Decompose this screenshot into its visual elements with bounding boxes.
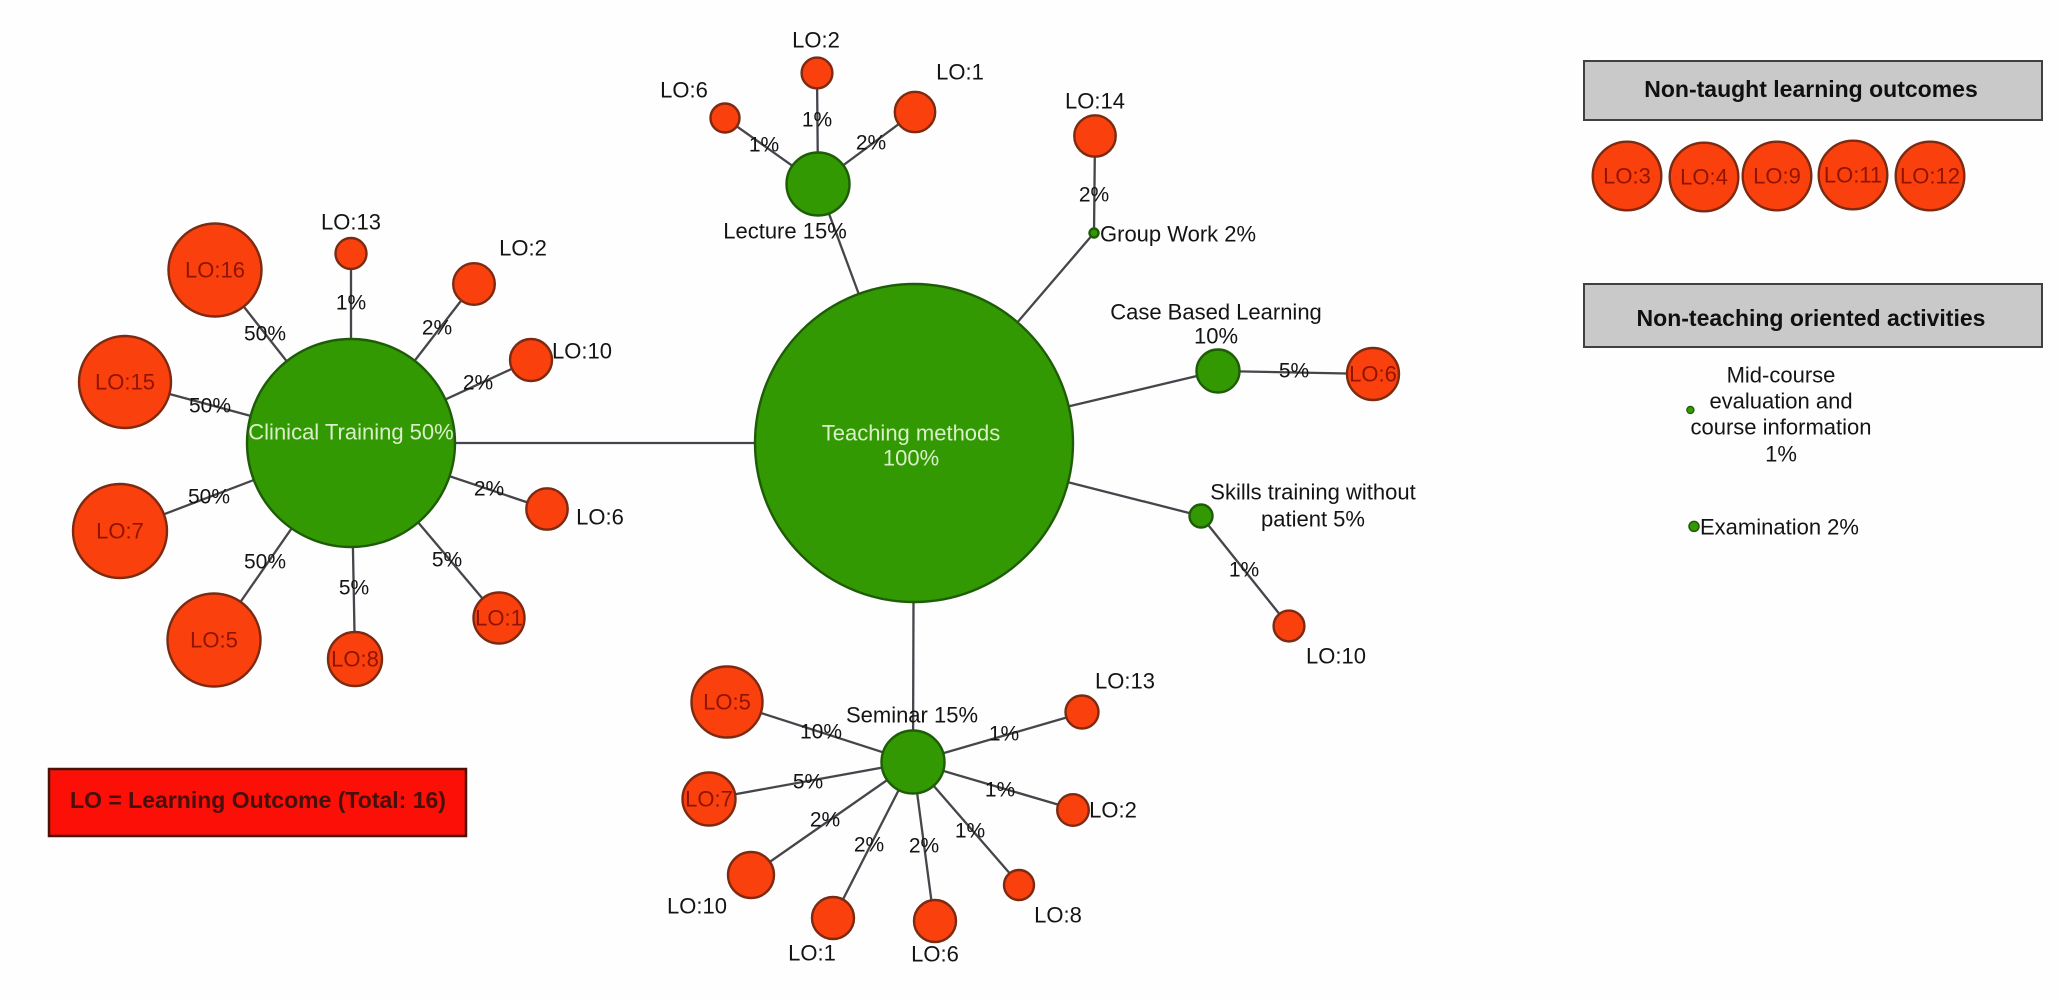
svg-text:Non-taught learning outcomes: Non-taught learning outcomes — [1644, 76, 1978, 102]
svg-text:LO:6: LO:6 — [660, 78, 708, 103]
svg-text:LO:4: LO:4 — [1680, 165, 1728, 190]
svg-text:50%: 50% — [189, 395, 231, 418]
svg-text:LO:14: LO:14 — [1065, 89, 1125, 114]
svg-text:1%: 1% — [1765, 442, 1797, 467]
svg-text:1%: 1% — [1229, 559, 1259, 582]
svg-text:1%: 1% — [749, 134, 779, 157]
svg-text:LO:2: LO:2 — [1089, 798, 1137, 823]
svg-text:Group Work 2%: Group Work 2% — [1100, 222, 1256, 247]
svg-text:LO:6: LO:6 — [1349, 362, 1397, 387]
svg-text:LO:7: LO:7 — [96, 519, 144, 544]
svg-text:LO:13: LO:13 — [1095, 669, 1155, 694]
svg-text:Teaching methods: Teaching methods — [822, 421, 1001, 446]
svg-text:2%: 2% — [422, 317, 452, 340]
svg-text:5%: 5% — [793, 771, 823, 794]
svg-text:LO:3: LO:3 — [1603, 164, 1651, 189]
svg-text:course information: course information — [1691, 415, 1872, 440]
svg-text:50%: 50% — [244, 551, 286, 574]
svg-text:Examination 2%: Examination 2% — [1700, 515, 1859, 540]
svg-text:Case Based Learning: Case Based Learning — [1110, 300, 1322, 325]
svg-text:LO:2: LO:2 — [499, 236, 547, 261]
svg-text:LO:6: LO:6 — [576, 505, 624, 530]
svg-text:LO:10: LO:10 — [1306, 644, 1366, 669]
svg-text:LO:13: LO:13 — [321, 210, 381, 235]
svg-text:LO:16: LO:16 — [185, 258, 245, 283]
svg-text:2%: 2% — [474, 478, 504, 501]
svg-text:10%: 10% — [800, 721, 842, 744]
svg-text:LO:6: LO:6 — [911, 942, 959, 967]
svg-text:LO:9: LO:9 — [1753, 164, 1801, 189]
svg-text:LO:11: LO:11 — [1824, 163, 1882, 188]
svg-text:LO:12: LO:12 — [1900, 164, 1960, 189]
svg-text:2%: 2% — [909, 835, 939, 858]
svg-text:10%: 10% — [1194, 324, 1238, 349]
svg-text:1%: 1% — [985, 779, 1015, 802]
svg-text:1%: 1% — [955, 820, 985, 843]
svg-text:evaluation and: evaluation and — [1709, 389, 1852, 414]
svg-text:5%: 5% — [432, 549, 462, 572]
svg-text:LO:10: LO:10 — [667, 894, 727, 919]
svg-text:Seminar 15%: Seminar 15% — [846, 703, 978, 728]
svg-text:LO:15: LO:15 — [95, 370, 155, 395]
svg-text:2%: 2% — [856, 132, 886, 155]
svg-text:2%: 2% — [854, 834, 884, 857]
svg-text:50%: 50% — [188, 486, 230, 509]
svg-text:100%: 100% — [883, 446, 939, 471]
svg-text:LO:10: LO:10 — [552, 339, 612, 364]
svg-text:Non-teaching oriented activiti: Non-teaching oriented activities — [1637, 305, 1986, 331]
svg-text:2%: 2% — [1079, 184, 1109, 207]
svg-text:5%: 5% — [339, 577, 369, 600]
svg-text:5%: 5% — [1279, 360, 1309, 383]
svg-text:LO:8: LO:8 — [331, 647, 379, 672]
svg-text:2%: 2% — [463, 372, 493, 395]
svg-text:LO:2: LO:2 — [792, 28, 840, 53]
svg-text:Clinical Training 50%: Clinical Training 50% — [248, 420, 453, 445]
svg-text:patient 5%: patient 5% — [1261, 507, 1365, 532]
svg-text:LO:7: LO:7 — [685, 787, 733, 812]
svg-text:Mid-course: Mid-course — [1727, 363, 1836, 388]
svg-text:Skills training without: Skills training without — [1210, 480, 1415, 505]
svg-text:LO:5: LO:5 — [703, 690, 751, 715]
svg-text:1%: 1% — [336, 292, 366, 315]
svg-text:LO:1: LO:1 — [475, 606, 523, 631]
svg-text:1%: 1% — [802, 109, 832, 132]
svg-text:2%: 2% — [810, 809, 840, 832]
svg-text:LO:1: LO:1 — [936, 60, 984, 85]
svg-text:LO:8: LO:8 — [1034, 903, 1082, 928]
svg-text:1%: 1% — [989, 723, 1019, 746]
svg-text:LO:1: LO:1 — [788, 941, 836, 966]
svg-text:Lecture 15%: Lecture 15% — [723, 219, 847, 244]
svg-text:LO = Learning Outcome (Total:: LO = Learning Outcome (Total: 16) — [70, 787, 446, 813]
svg-text:LO:5: LO:5 — [190, 628, 238, 653]
svg-text:50%: 50% — [244, 323, 286, 346]
